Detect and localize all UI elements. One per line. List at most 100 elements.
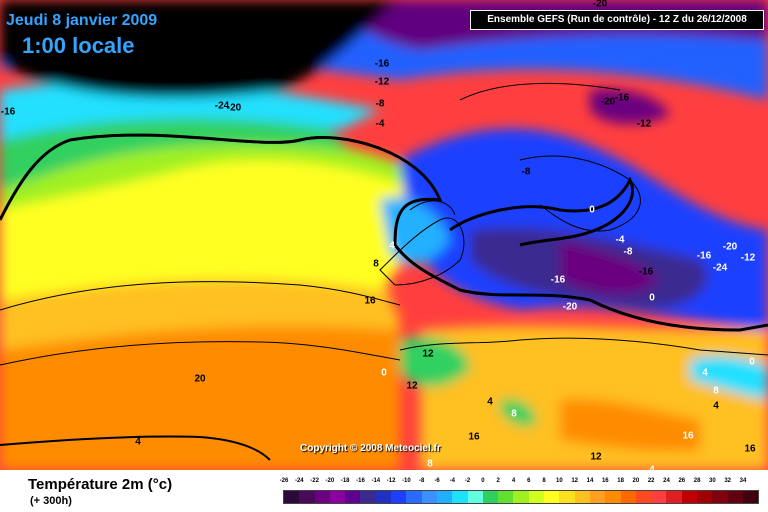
forecast-date: Jeudi 8 janvier 2009: [6, 12, 158, 29]
scale-label: 34: [739, 478, 747, 484]
run-info-box: Ensemble GEFS (Run de contrôle) - 12 Z d…: [470, 10, 764, 30]
scale-label: 10: [556, 478, 563, 484]
contour-label: 20: [194, 373, 206, 385]
scale-swatch: [467, 491, 483, 503]
scale-swatch: [666, 491, 682, 503]
scale-swatch: [314, 491, 330, 503]
scale-swatch: [681, 491, 698, 503]
scale-swatch: [727, 491, 743, 503]
scale-swatch: [528, 491, 545, 503]
scale-label: -24: [294, 478, 304, 484]
contour-label: 8: [511, 408, 517, 420]
scale-swatch: [360, 491, 376, 503]
scale-label: 24: [663, 478, 670, 484]
contour-label: -12: [740, 252, 756, 264]
scale-swatch: [559, 491, 575, 503]
scale-swatch: [406, 491, 422, 503]
scale-label: -16: [356, 478, 365, 484]
contour-label: -12: [636, 118, 652, 130]
contour-label: -16: [614, 92, 630, 104]
contour-label: 0: [649, 292, 655, 304]
variable-title: Température 2m (°c): [28, 476, 173, 493]
contour-label: 8: [713, 385, 719, 397]
scale-swatch: [391, 491, 407, 503]
scale-label: -4: [449, 478, 455, 484]
contour-label: -24: [214, 100, 230, 112]
contour-label: -4: [615, 234, 625, 246]
scale-label: -8: [419, 478, 425, 484]
scale-label: 22: [647, 478, 655, 484]
scale-swatch: [651, 491, 667, 503]
scale-swatch: [299, 491, 315, 503]
scale-swatch: [589, 491, 606, 503]
scale-swatch: [544, 491, 560, 503]
contour-label: -20: [722, 241, 738, 253]
contour-label: -24: [712, 262, 728, 274]
contour-label: 4: [713, 400, 719, 412]
scale-label: 14: [586, 478, 594, 484]
contour-label: -4: [375, 118, 385, 130]
contour-label: 16: [468, 431, 480, 443]
contour-label: 8: [427, 458, 433, 470]
scale-label: 18: [617, 478, 624, 484]
contour-label: -20: [592, 0, 608, 10]
scale-label: -10: [402, 478, 411, 484]
scale-swatch: [482, 491, 499, 503]
scale-swatch: [513, 491, 529, 503]
contour-label: -8: [375, 98, 385, 110]
scale-label: 8: [542, 478, 546, 484]
scale-swatch: [620, 491, 636, 503]
contour-label: -16: [638, 266, 654, 278]
contour-label: 12: [406, 380, 418, 392]
contour-label: 4: [389, 240, 395, 252]
contour-label: -20: [600, 96, 616, 108]
contour-label: 4: [487, 396, 493, 408]
scale-label: -22: [310, 478, 319, 484]
contour-label: -16: [550, 274, 566, 286]
scale-swatch: [712, 491, 728, 503]
temperature-map: [0, 0, 768, 470]
scale-label: -18: [340, 478, 350, 484]
scale-label: 28: [693, 478, 701, 484]
scale-swatch: [436, 491, 453, 503]
contour-label: -8: [521, 166, 531, 178]
scale-label: 6: [527, 478, 531, 484]
scale-label: -2: [464, 478, 471, 484]
scale-label: 0: [481, 478, 485, 484]
scale-label: 30: [709, 478, 716, 484]
scale-swatch: [574, 491, 590, 503]
contour-label: 16: [744, 443, 756, 455]
scale-swatch: [697, 491, 713, 503]
lead-time: (+ 300h): [30, 495, 72, 507]
copyright-text: Copyright © 2008 Meteociel.fr: [300, 443, 441, 454]
scale-swatch: [345, 491, 361, 503]
contour-label: 4: [702, 367, 708, 379]
scale-label: -12: [386, 478, 396, 484]
scale-swatch: [605, 491, 621, 503]
scale-swatch: [452, 491, 468, 503]
contour-label: 8: [373, 258, 379, 270]
scale-label: 12: [571, 478, 579, 484]
contour-label: -12: [374, 76, 390, 88]
contour-label: 12: [422, 348, 434, 360]
scale-swatch: [421, 491, 437, 503]
color-scale: -26 -24 -22 -20 -18 -16 -14 -12 -10 -8 -6 -4 -2 0 2 4 6 8…: [279, 478, 760, 510]
contour-label: 0: [381, 367, 387, 379]
forecast-time: 1:00 locale: [22, 33, 135, 58]
contour-label: 0: [589, 204, 595, 216]
scale-swatch: [498, 491, 514, 503]
contour-label: -16: [374, 58, 390, 70]
scale-swatch: [635, 491, 652, 503]
scale-label: 4: [511, 478, 516, 484]
legend-footer: Température 2m (°c) (+ 300h) -26 -24 -22 -2…: [0, 470, 768, 512]
contour-label: 0: [749, 356, 755, 368]
scale-label: -14: [371, 478, 381, 484]
contour-label: 16: [364, 295, 376, 307]
scale-label: -26: [279, 478, 289, 484]
scale-swatch: [375, 491, 392, 503]
scale-bar: [283, 490, 760, 504]
contour-label: -20: [562, 301, 578, 313]
scale-label: 16: [601, 478, 609, 484]
scale-swatch: [742, 491, 759, 503]
